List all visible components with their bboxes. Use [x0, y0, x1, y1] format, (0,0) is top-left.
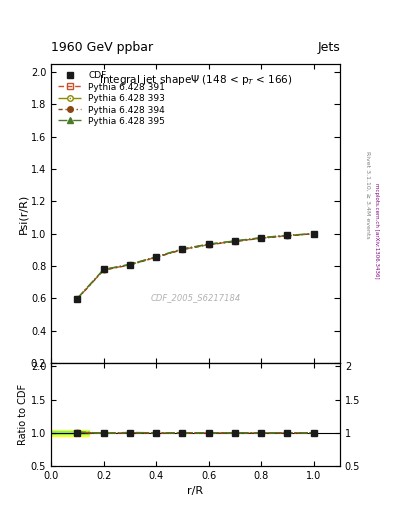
Text: mcplots.cern.ch [arXiv:1306.3436]: mcplots.cern.ch [arXiv:1306.3436] — [374, 183, 379, 278]
Text: Jets: Jets — [317, 41, 340, 54]
Text: 1960 GeV ppbar: 1960 GeV ppbar — [51, 41, 153, 54]
Y-axis label: Psi(r/R): Psi(r/R) — [18, 194, 28, 233]
Text: Integral jet shapeΨ (148 < p$_T$ < 166): Integral jet shapeΨ (148 < p$_T$ < 166) — [99, 73, 292, 87]
X-axis label: r/R: r/R — [187, 486, 204, 496]
Text: CDF_2005_S6217184: CDF_2005_S6217184 — [151, 293, 241, 302]
Text: Rivet 3.1.10, ≥ 3.4M events: Rivet 3.1.10, ≥ 3.4M events — [365, 151, 370, 239]
Bar — [51, 431, 89, 434]
Bar — [51, 430, 89, 436]
Legend: CDF, Pythia 6.428 391, Pythia 6.428 393, Pythia 6.428 394, Pythia 6.428 395: CDF, Pythia 6.428 391, Pythia 6.428 393,… — [55, 68, 169, 130]
Y-axis label: Ratio to CDF: Ratio to CDF — [18, 384, 28, 445]
